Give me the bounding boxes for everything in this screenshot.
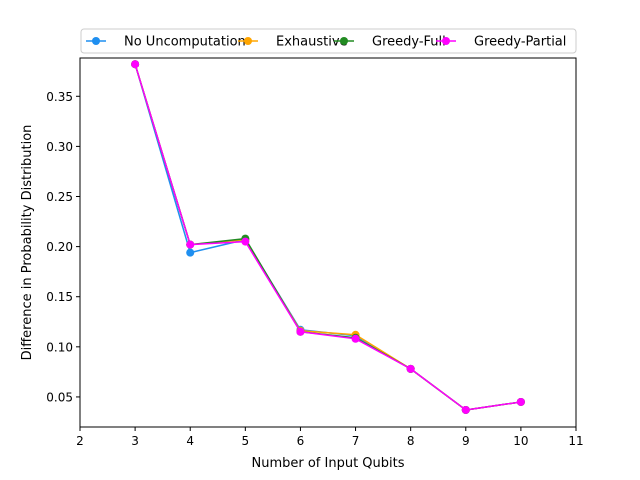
data-point-greedy-partial	[186, 240, 195, 249]
x-tick-label: 3	[131, 434, 139, 448]
y-tick-label: 0.05	[46, 390, 73, 404]
y-tick-label: 0.10	[46, 340, 73, 354]
x-tick-label: 6	[297, 434, 305, 448]
x-axis: 2 3 4 5 6 7 8 9 10 11	[76, 427, 584, 448]
y-axis-label: Difference in Probability Distribution	[20, 125, 35, 361]
legend-frame	[80, 28, 577, 54]
legend-marker-greedy-full	[340, 37, 348, 45]
legend-marker-greedy-partial	[442, 37, 450, 45]
x-tick-label: 2	[76, 434, 84, 448]
x-tick-label: 9	[462, 434, 470, 448]
legend: No Uncomputation Exhaustive Greedy-Full Gre…	[80, 28, 577, 54]
x-tick-label: 4	[186, 434, 194, 448]
legend-label-greedy-partial: Greedy-Partial	[474, 35, 566, 50]
data-point-no-uncomputation	[186, 248, 195, 257]
legend-marker-exhaustive	[244, 37, 252, 45]
legend-label-greedy-full: Greedy-Full	[372, 35, 446, 50]
data-point-greedy-partial	[296, 327, 305, 336]
data-point-greedy-partial	[131, 60, 140, 69]
data-point-greedy-partial	[516, 397, 525, 406]
y-tick-label: 0.15	[46, 290, 73, 304]
y-axis: 0.05 0.10 0.15 0.20 0.25 0.30 0.35	[46, 90, 80, 404]
axes-frame	[79, 57, 577, 428]
data-point-greedy-partial	[241, 237, 250, 246]
data-point-greedy-partial	[406, 364, 415, 373]
plot-area	[131, 60, 525, 414]
y-tick-label: 0.30	[46, 140, 73, 154]
x-tick-label: 11	[568, 434, 583, 448]
x-tick-label: 5	[242, 434, 250, 448]
series-line-greedy-partial	[134, 63, 521, 411]
x-tick-label: 10	[513, 434, 528, 448]
legend-marker-no-uncomputation	[92, 37, 100, 45]
x-tick-label: 8	[407, 434, 415, 448]
y-tick-label: 0.25	[46, 190, 73, 204]
legend-label-exhaustive: Exhaustive	[276, 35, 348, 50]
y-tick-label: 0.35	[46, 90, 73, 104]
data-point-greedy-partial	[461, 405, 470, 414]
legend-label-no-uncomputation: No Uncomputation	[124, 35, 246, 50]
y-tick-label: 0.20	[46, 240, 73, 254]
x-axis-label: Number of Input Qubits	[251, 456, 404, 471]
x-tick-label: 7	[352, 434, 360, 448]
data-point-greedy-partial	[351, 334, 360, 343]
